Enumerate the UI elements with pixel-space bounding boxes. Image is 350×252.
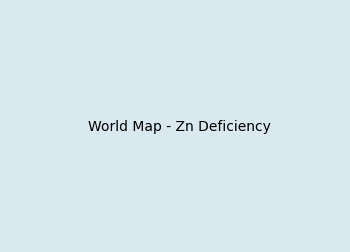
Text: World Map - Zn Deficiency: World Map - Zn Deficiency xyxy=(88,120,271,134)
